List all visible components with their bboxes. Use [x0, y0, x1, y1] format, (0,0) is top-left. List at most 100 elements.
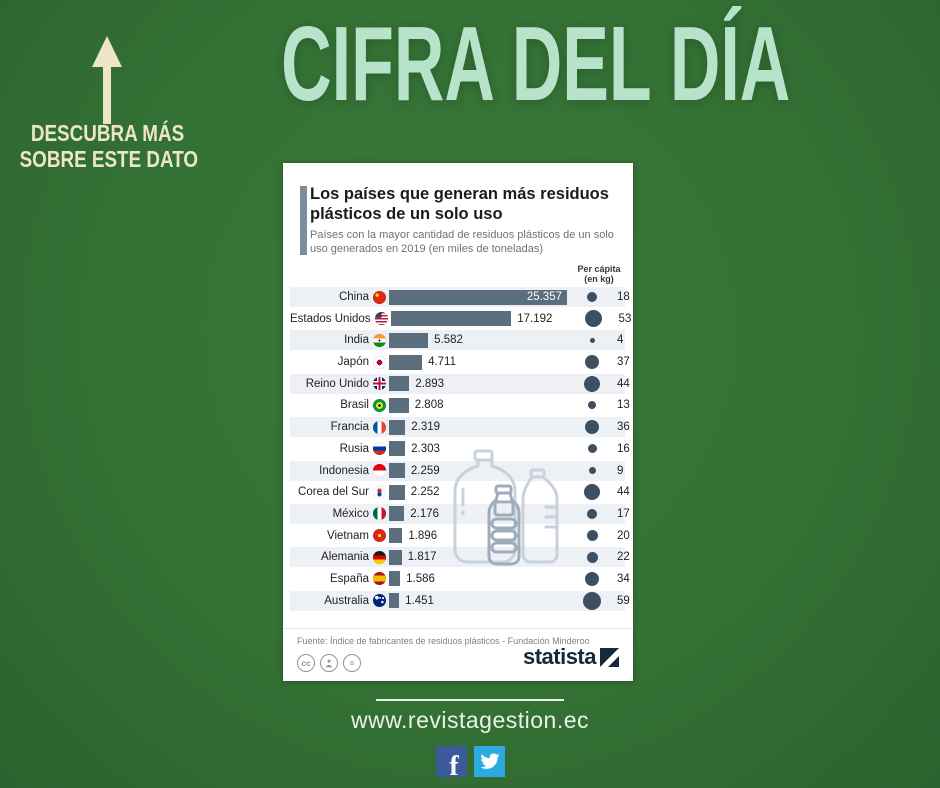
value-label: 5.582 [434, 334, 463, 347]
value-label: 2.808 [414, 399, 444, 412]
statista-wordmark: statista [522, 644, 597, 669]
per-capita-dot [567, 444, 617, 454]
value-label: 2.176 [410, 507, 440, 520]
per-capita-dot [567, 591, 617, 610]
table-row: Alemania 1.817 22 [290, 547, 630, 568]
title-accent-bar [300, 186, 307, 255]
value-label: 4.711 [428, 356, 456, 369]
bar-track: 17.192 [390, 311, 569, 327]
country-flag-icon [373, 377, 386, 391]
per-capita-value: 16 [617, 442, 630, 455]
value-label: 1.586 [406, 572, 435, 585]
per-capita-dot [567, 337, 617, 343]
per-capita-value: 59 [617, 594, 630, 607]
per-capita-dot [567, 401, 617, 410]
per-capita-dot [567, 420, 617, 435]
value-label: 17.192 [517, 312, 553, 325]
table-row: Brasil 2.808 13 [290, 395, 630, 415]
per-capita-value: 17 [617, 507, 630, 520]
country-flag-icon [374, 312, 388, 326]
table-row: Corea del Sur 2.252 44 [290, 482, 630, 502]
value-label: 2.319 [411, 421, 441, 434]
country-flag-icon [373, 355, 386, 369]
country-flag-icon [373, 398, 386, 412]
promo-caption: DESCUBRA MÁS SOBRE ESTE DATO [0, 120, 215, 172]
value-bar [389, 593, 400, 609]
country-flag-icon [373, 442, 386, 456]
bar-track: 1.586 [389, 571, 567, 587]
bar-track: 2.808 [389, 397, 567, 413]
country-label: Vietnam [327, 529, 369, 542]
promo-caption-line1: DESCUBRA MÁS [30, 120, 185, 146]
per-capita-value: 20 [617, 529, 630, 542]
value-bar [389, 484, 405, 500]
country-flag-icon [373, 594, 386, 608]
facebook-icon[interactable]: f [435, 746, 467, 777]
table-row: Rusia 2.303 16 [290, 439, 630, 459]
country-flag-icon [373, 333, 386, 347]
value-label: 1.896 [408, 529, 438, 542]
up-arrow-shaft [103, 64, 111, 124]
per-capita-column-header: Per cápita (en kg) [577, 264, 621, 284]
country-flag-icon [373, 290, 386, 304]
bar-track: 4.711 [389, 354, 567, 370]
infographic-card: Los países que generan más residuos plás… [283, 163, 633, 681]
cc-icon: cc [297, 654, 315, 672]
per-capita-value: 18 [617, 291, 630, 304]
country-label: México [332, 507, 369, 520]
country-label: Japón [337, 356, 369, 369]
value-bar [389, 332, 429, 348]
per-capita-value: 53 [618, 312, 632, 325]
per-capita-dot [567, 551, 617, 563]
country-flag-icon [373, 550, 386, 564]
bar-track: 5.582 [389, 332, 567, 348]
value-bar [389, 419, 406, 435]
bar-track: 2.259 [389, 463, 567, 479]
country-label: Francia [330, 421, 369, 434]
per-capita-value: 44 [617, 486, 630, 499]
value-bar [389, 549, 402, 565]
per-capita-dot [567, 467, 617, 475]
bar-track: 2.303 [389, 441, 567, 457]
per-capita-value: 22 [617, 551, 630, 564]
per-capita-value: 44 [617, 377, 630, 390]
per-capita-value: 36 [617, 421, 630, 434]
per-capita-dot [569, 310, 619, 328]
value-label: 2.303 [411, 442, 440, 455]
per-capita-dot [567, 355, 617, 370]
table-row: México 2.176 17 [290, 503, 630, 524]
country-label: España [329, 572, 369, 585]
country-flag-icon [373, 464, 386, 478]
page-title: CIFRA DEL DÍA [281, 5, 791, 123]
country-label: Australia [324, 594, 369, 607]
table-row: Japón 4.711 37 [290, 352, 630, 372]
chart-header: Los países que generan más residuos plás… [300, 184, 617, 256]
per-capita-dot [567, 508, 617, 519]
value-label: 1.817 [407, 551, 437, 564]
per-capita-value: 13 [617, 399, 630, 412]
chart-subtitle: Países con la mayor cantidad de residuos… [310, 229, 614, 255]
statista-logo: statista [523, 644, 619, 670]
value-bar [389, 441, 406, 457]
per-capita-value: 9 [617, 464, 624, 477]
country-flag-icon [373, 529, 386, 543]
country-label: India [344, 334, 369, 347]
country-label: Rusia [339, 442, 369, 455]
value-label: 1.451 [405, 594, 434, 607]
bar-track: 2.252 [389, 484, 567, 500]
country-flag-icon [373, 507, 386, 521]
table-row: Australia 1.451 59 [290, 590, 630, 611]
value-bar [389, 289, 567, 305]
website-url: www.revistagestion.ec [350, 707, 590, 733]
value-bar [389, 463, 405, 479]
table-row: Francia 2.319 36 [290, 417, 630, 438]
value-bar [389, 506, 405, 522]
per-capita-value: 34 [617, 572, 630, 585]
license-badges: cc = [297, 654, 619, 672]
bar-track: 1.817 [389, 549, 567, 565]
bar-track: 2.176 [389, 506, 567, 522]
cc-nd-icon: = [343, 654, 361, 672]
twitter-icon[interactable] [473, 746, 505, 777]
value-label: 2.893 [415, 377, 445, 390]
